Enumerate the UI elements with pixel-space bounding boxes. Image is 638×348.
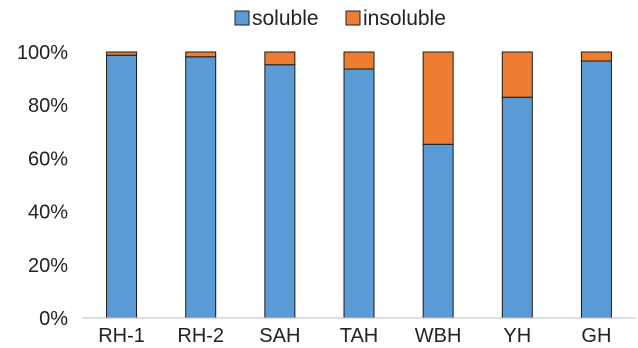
y-tick-label: 60% <box>28 148 68 170</box>
bars <box>106 51 612 319</box>
x-tick-label: WBH <box>415 325 462 347</box>
y-tick-label: 80% <box>28 95 68 117</box>
bar-insoluble-GH <box>580 51 612 62</box>
x-tick-label: YH <box>503 325 531 347</box>
legend-label-soluble: soluble <box>252 7 319 30</box>
bar-insoluble-SAH <box>264 51 296 66</box>
legend-swatch-soluble <box>234 10 250 26</box>
y-tick-label: 0% <box>39 308 68 330</box>
x-tick-label: GH <box>581 325 611 347</box>
legend-label-insoluble: insoluble <box>363 7 446 30</box>
bar-insoluble-RH-1 <box>106 51 138 56</box>
bar-soluble-YH <box>501 96 533 319</box>
bar-soluble-RH-1 <box>106 54 138 319</box>
bar-insoluble-TAH <box>343 51 375 70</box>
y-tick-label: 20% <box>28 255 68 277</box>
x-tick-label: RH-2 <box>177 325 224 347</box>
x-axis: RH-1 RH-2 SAH TAH WBH YH GH <box>82 317 636 347</box>
bar-insoluble-YH <box>501 51 533 98</box>
legend: soluble insoluble <box>234 7 446 30</box>
bar-soluble-SAH <box>264 64 296 319</box>
bar-soluble-TAH <box>343 68 375 319</box>
bar-insoluble-WBH <box>422 51 454 145</box>
x-tick-label: RH-1 <box>98 325 145 347</box>
bar-insoluble-RH-2 <box>185 51 217 58</box>
x-tick-label: SAH <box>259 325 300 347</box>
legend-swatch-insoluble <box>345 10 361 26</box>
bar-soluble-WBH <box>422 143 454 319</box>
y-axis: 0% 20% 40% 60% 80% 100% <box>17 42 68 330</box>
bar-soluble-RH-2 <box>185 56 217 319</box>
bar-soluble-GH <box>580 60 612 319</box>
y-tick-label: 40% <box>28 202 68 224</box>
x-tick-label: TAH <box>340 325 379 347</box>
y-tick-label: 100% <box>17 42 68 64</box>
